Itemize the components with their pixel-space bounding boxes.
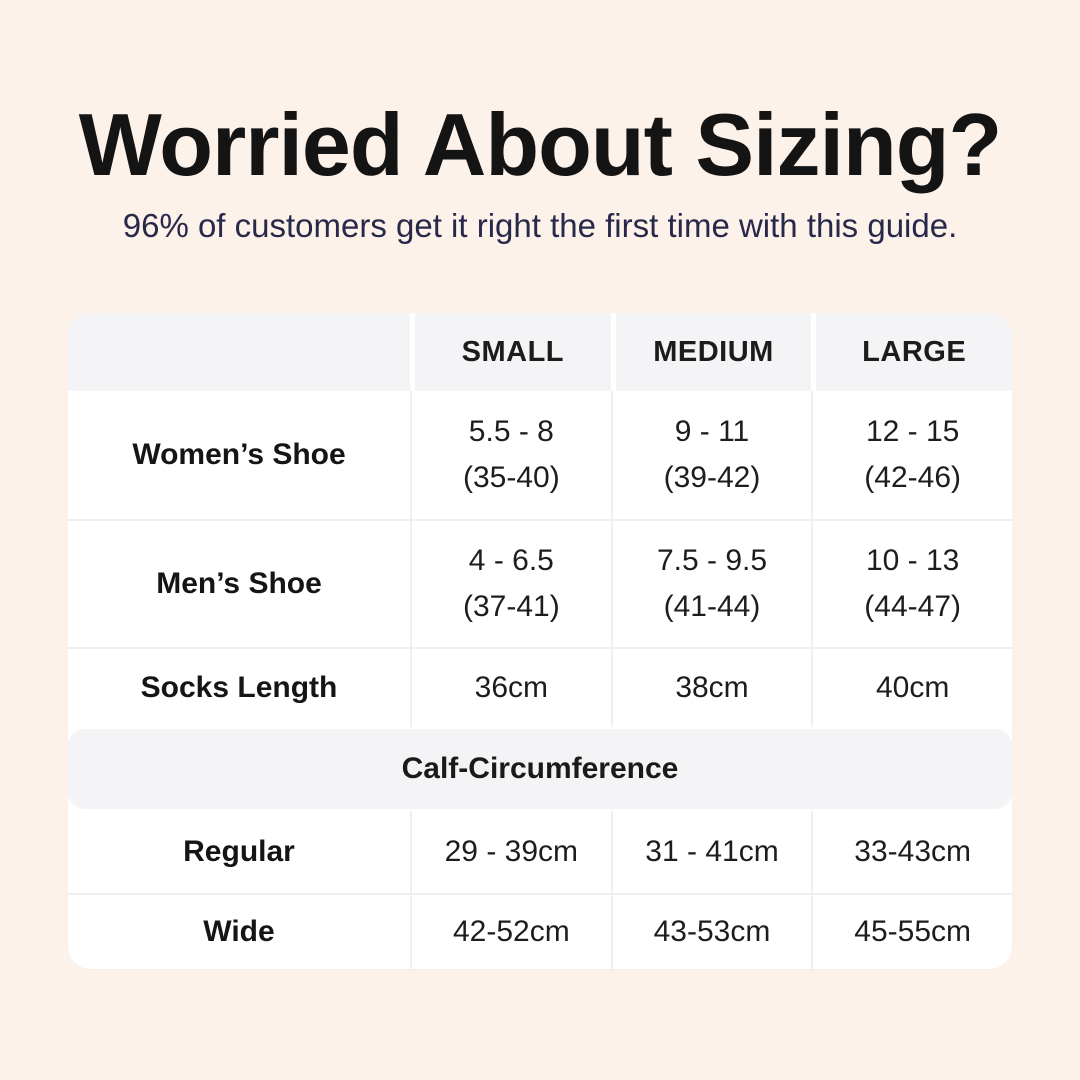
table-row-womens-shoe: Women’s Shoe 5.5 - 8 (35-40) 9 - 11 (39-… [68, 391, 1012, 519]
section-header-calf-circumference: Calf-Circumference [68, 729, 1012, 809]
page-title: Worried About Sizing? [78, 95, 1002, 194]
cell-value-line2: (44-47) [864, 590, 962, 623]
table-cell: 43-53cm [610, 895, 812, 969]
table-cell: 10 - 13 (44-47) [811, 521, 1012, 647]
table-cell: 9 - 11 (39-42) [610, 391, 812, 519]
row-label: Socks Length [140, 670, 338, 704]
row-label: Men’s Shoe [156, 566, 322, 600]
row-label: Women’s Shoe [132, 437, 346, 471]
table-cell: 7.5 - 9.5 (41-44) [610, 521, 812, 647]
header-cell-empty [68, 313, 410, 391]
cell-value-line1: 9 - 11 [674, 414, 750, 448]
table-cell: 29 - 39cm [410, 811, 611, 893]
cell-value-line1: 4 - 6.5 [468, 543, 554, 577]
table-cell: 4 - 6.5 (37-41) [410, 521, 611, 647]
cell-value-line2: (41-44) [663, 590, 761, 623]
table-cell: 40cm [811, 649, 1012, 727]
size-chart-table: SMALL MEDIUM LARGE Women’s Shoe 5.5 - 8 … [68, 313, 1012, 969]
table-row-mens-shoe: Men’s Shoe 4 - 6.5 (37-41) 7.5 - 9.5 (41… [68, 519, 1012, 647]
section-title: Calf-Circumference [401, 752, 679, 785]
header-cell-small: SMALL [410, 313, 611, 391]
table-cell: 12 - 15 (42-46) [811, 391, 1012, 519]
cell-value-line1: 12 - 15 [865, 414, 960, 448]
cell-value-line1: 5.5 - 8 [468, 414, 554, 448]
cell-value-line2: (42-46) [864, 461, 962, 494]
table-cell: 42-52cm [410, 895, 611, 969]
cell-value-line1: 10 - 13 [865, 543, 960, 577]
table-cell: 36cm [410, 649, 611, 727]
page-subtitle: 96% of customers get it right the first … [122, 207, 958, 244]
cell-value-line2: (35-40) [462, 461, 560, 494]
table-cell: 33-43cm [811, 811, 1012, 893]
table-cell: 31 - 41cm [610, 811, 812, 893]
table-cell: 38cm [610, 649, 812, 727]
table-row-wide: Wide 42-52cm 43-53cm 45-55cm [68, 893, 1012, 969]
header-cell-large: LARGE [811, 313, 1012, 391]
cell-value-line2: (37-41) [462, 590, 560, 623]
table-cell: 5.5 - 8 (35-40) [410, 391, 611, 519]
table-cell: 45-55cm [811, 895, 1012, 969]
row-label: Regular [183, 834, 295, 868]
row-label: Wide [203, 914, 275, 948]
cell-value-line1: 7.5 - 9.5 [656, 543, 768, 577]
table-header-row: SMALL MEDIUM LARGE [68, 313, 1012, 391]
cell-value-line2: (39-42) [663, 461, 761, 494]
header-cell-medium: MEDIUM [610, 313, 812, 391]
table-row-socks-length: Socks Length 36cm 38cm 40cm [68, 647, 1012, 727]
table-row-regular: Regular 29 - 39cm 31 - 41cm 33-43cm [68, 811, 1012, 893]
